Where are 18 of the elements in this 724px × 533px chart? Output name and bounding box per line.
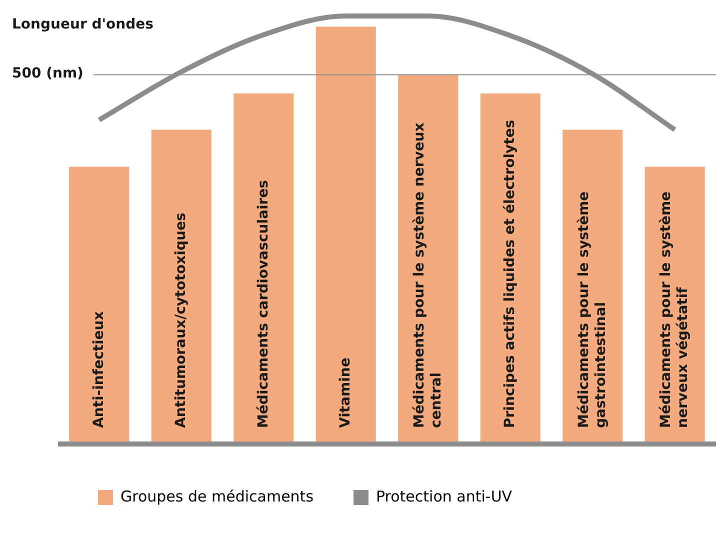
x-tick-label: Vitamine — [338, 358, 354, 428]
bar — [480, 94, 540, 442]
bar — [234, 94, 294, 442]
bar — [69, 166, 130, 442]
x-tick-label: Médicaments cardiovasculaires — [255, 180, 272, 428]
x-tick-label: Médicaments pour le système nerveux végétatif — [658, 191, 692, 428]
x-tick-label: Antitumoraux/cytotoxiques — [173, 212, 190, 428]
x-tick-label: Principes actifs liquides et électrolytes — [502, 120, 518, 428]
legend-label: Groupes de médicaments — [120, 487, 314, 506]
x-tick-label: Anti-infectieux — [90, 311, 107, 428]
x-tick-label: Médicaments pour le système nerveux central — [411, 122, 444, 428]
ref-line-label: 500 (nm) — [12, 65, 84, 82]
y-axis-title: Longueur d'ondes — [12, 16, 154, 33]
bar — [316, 26, 376, 442]
legend-label: Protection anti-UV — [376, 487, 513, 506]
x-tick-label: Médicaments pour le système gastrointestinal — [576, 191, 609, 428]
bar — [151, 130, 212, 442]
bar — [398, 74, 458, 442]
